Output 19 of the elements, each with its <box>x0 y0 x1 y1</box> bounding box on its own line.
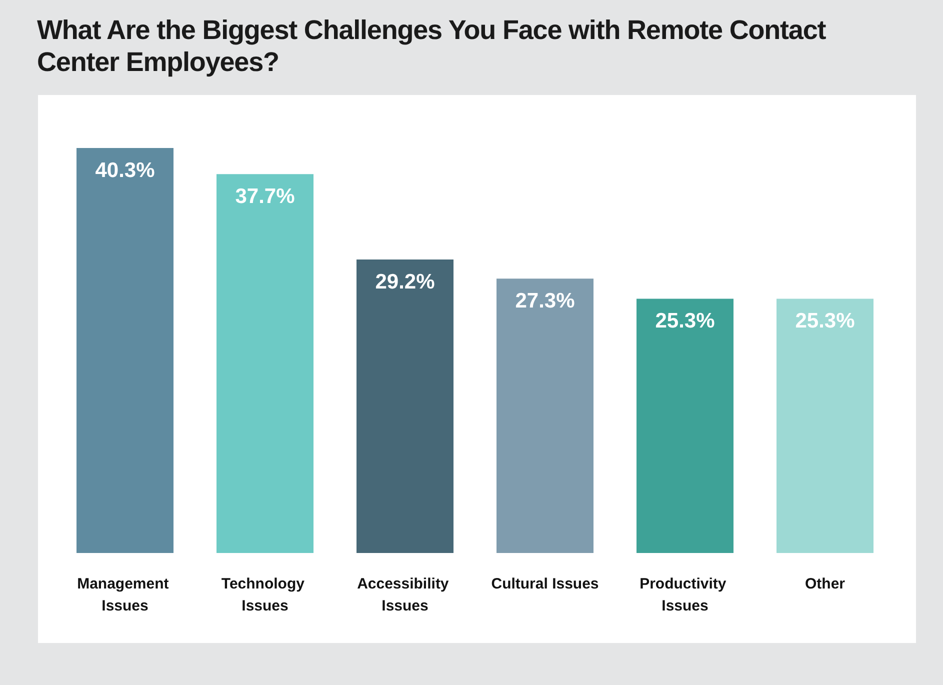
bar <box>496 278 594 553</box>
x-tick-label: Management Issues <box>77 576 173 614</box>
x-tick-label: Productivity Issues <box>640 576 730 614</box>
bar <box>216 174 314 553</box>
bar <box>636 298 734 553</box>
chart-title: What Are the Biggest Challenges You Face with Remote Contact Center Employees? <box>37 14 827 78</box>
data-label: 40.3% <box>95 159 156 182</box>
data-label: 25.3% <box>655 310 716 333</box>
data-label: 25.3% <box>795 310 856 333</box>
x-tick-label: Other <box>804 576 846 592</box>
x-tick-label: Accessibility Issues <box>357 576 453 614</box>
x-tick-label: Technology Issues <box>221 576 309 614</box>
x-tick-label: Cultural Issues <box>491 576 599 592</box>
data-label: 29.2% <box>375 270 436 294</box>
bar <box>76 148 174 553</box>
bar <box>356 260 454 553</box>
data-label: 27.3% <box>515 290 576 313</box>
bar <box>776 298 874 553</box>
data-label: 37.7% <box>235 185 296 208</box>
